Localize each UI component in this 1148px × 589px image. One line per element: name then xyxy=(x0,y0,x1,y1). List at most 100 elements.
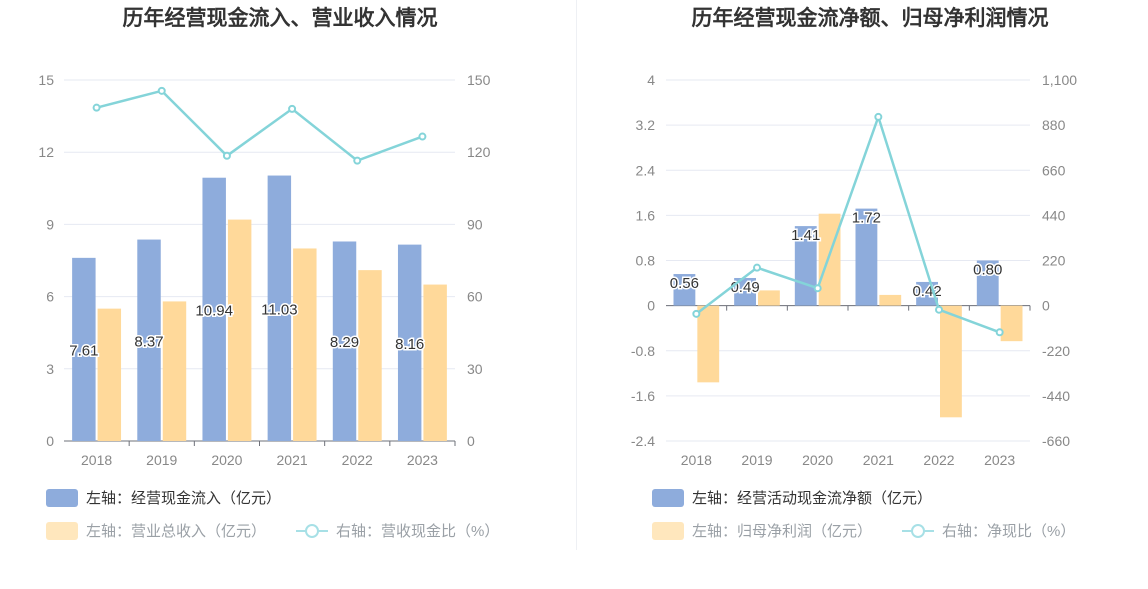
bar-data-label: 1.72 xyxy=(852,210,881,227)
y-right-tick-label: 120 xyxy=(467,144,491,160)
legend-swatch xyxy=(46,488,78,507)
bar-series-1 xyxy=(137,239,161,441)
y-right-tick-label: 440 xyxy=(1042,207,1066,223)
y-right-tick-label: 90 xyxy=(467,216,483,232)
line-point xyxy=(353,156,362,165)
legend-item-net-cash-ratio[interactable]: 右轴：净现比（%） xyxy=(902,520,1075,541)
y-left-tick-label: 1.6 xyxy=(636,207,656,223)
y-right-tick-label: -440 xyxy=(1042,388,1070,404)
y-left-tick-label: 4 xyxy=(647,72,655,88)
bar-data-label: 10.94 xyxy=(195,302,233,319)
chart-title: 历年经营现金流入、营业收入情况 xyxy=(123,6,438,30)
bar-data-label: 11.03 xyxy=(261,301,297,318)
line-point xyxy=(92,103,101,112)
line-point xyxy=(813,284,822,293)
bar-series-2 xyxy=(293,248,317,441)
bar-series-2 xyxy=(358,270,382,441)
legend-item-net-profit[interactable]: 左轴：归母净利润（亿元） xyxy=(652,520,872,541)
x-tick-label: 2019 xyxy=(741,452,772,468)
line-point xyxy=(288,104,297,113)
legend-label: 左轴：归母净利润（亿元） xyxy=(692,523,873,540)
y-right-tick-label: -660 xyxy=(1042,433,1070,449)
bar-series-2 xyxy=(940,305,962,418)
legend-label: 右轴：营收现金比（%） xyxy=(336,523,500,540)
legend-item-net-cash-flow[interactable]: 左轴：经营活动现金流净额（亿元） xyxy=(652,487,932,508)
bar-series-2 xyxy=(97,308,122,441)
legend-line-swatch xyxy=(296,522,328,540)
legend-swatch xyxy=(652,521,684,540)
line-series xyxy=(96,89,423,163)
x-tick-label: 2020 xyxy=(211,452,242,468)
y-left-tick-label: 0 xyxy=(46,433,54,449)
y-right-tick-label: 30 xyxy=(467,361,483,377)
bar-data-label: 1.41 xyxy=(791,227,820,244)
chart-title: 历年经营现金流净额、归母净利润情况 xyxy=(692,6,1049,30)
y-left-tick-label: -0.8 xyxy=(631,343,655,359)
bar-data-label: 0.42 xyxy=(912,283,941,300)
y-left-tick-label: 15 xyxy=(38,72,54,88)
legend-swatch xyxy=(46,521,78,540)
y-left-tick-label: 6 xyxy=(46,289,54,305)
y-left-tick-label: -2.4 xyxy=(631,433,655,449)
bar-data-label: 7.61 xyxy=(69,342,98,359)
line-point xyxy=(995,328,1004,337)
x-tick-label: 2021 xyxy=(277,452,308,468)
y-right-tick-label: 60 xyxy=(467,289,483,305)
bar-series-2 xyxy=(227,219,252,441)
y-left-tick-label: 3 xyxy=(46,361,54,377)
bar-series-2 xyxy=(1000,305,1023,342)
bar-data-label: 8.29 xyxy=(330,334,359,351)
x-tick-label: 2022 xyxy=(342,452,373,468)
x-tick-label: 2018 xyxy=(681,452,712,468)
bar-data-label: 8.37 xyxy=(134,333,163,350)
legend-item-revenue[interactable]: 左轴：营业总收入（亿元） xyxy=(46,520,266,541)
y-right-tick-label: 660 xyxy=(1042,162,1066,178)
y-right-tick-label: 0 xyxy=(467,433,475,449)
y-left-tick-label: 12 xyxy=(38,144,54,160)
y-left-tick-label: -1.6 xyxy=(631,388,655,404)
bar-series-1 xyxy=(72,257,96,441)
y-left-tick-label: 0 xyxy=(647,298,655,314)
bar-series-1 xyxy=(855,208,878,306)
x-tick-label: 2022 xyxy=(923,452,954,468)
bar-series-1 xyxy=(673,274,696,306)
line-point xyxy=(935,305,943,314)
x-tick-label: 2023 xyxy=(984,452,1015,468)
y-right-tick-label: -220 xyxy=(1042,343,1070,359)
bar-series-2 xyxy=(423,284,447,441)
y-right-tick-label: 880 xyxy=(1042,117,1066,133)
y-left-tick-label: 2.4 xyxy=(636,162,656,178)
bar-data-label: 0.49 xyxy=(730,279,759,296)
legend-label: 右轴：净现比（%） xyxy=(942,523,1076,540)
bar-data-label: 0.80 xyxy=(973,262,1002,279)
line-point xyxy=(692,309,701,318)
bar-series-1 xyxy=(976,260,999,306)
line-point xyxy=(157,86,166,95)
x-tick-label: 2021 xyxy=(863,452,894,468)
line-point xyxy=(874,112,883,121)
bar-series-1 xyxy=(332,241,357,441)
bar-series-1 xyxy=(202,177,226,441)
bar-series-2 xyxy=(758,290,780,306)
legend-swatch xyxy=(652,488,684,507)
legend-item-cash-ratio[interactable]: 右轴：营收现金比（%） xyxy=(296,520,499,541)
y-right-tick-label: 1,100 xyxy=(1042,72,1077,88)
legend-label: 左轴：经营活动现金流净额（亿元） xyxy=(692,490,933,507)
x-tick-label: 2019 xyxy=(146,452,177,468)
bar-series-2 xyxy=(818,213,841,306)
bar-series-2 xyxy=(879,294,902,306)
line-point xyxy=(418,132,427,141)
bar-data-label: 8.16 xyxy=(395,336,424,353)
x-tick-label: 2020 xyxy=(802,452,833,468)
x-tick-label: 2018 xyxy=(81,452,112,468)
legend-item-cash-inflow[interactable]: 左轴：经营现金流入（亿元） xyxy=(46,487,281,508)
y-left-tick-label: 0.8 xyxy=(636,253,656,269)
bar-series-1 xyxy=(397,244,422,441)
line-point xyxy=(753,263,761,272)
x-tick-label: 2023 xyxy=(407,452,438,468)
y-right-tick-label: 220 xyxy=(1042,253,1066,269)
legend-line-swatch xyxy=(902,522,934,540)
bar-data-label: 0.56 xyxy=(670,275,699,292)
legend-label: 左轴：营业总收入（亿元） xyxy=(86,523,267,540)
